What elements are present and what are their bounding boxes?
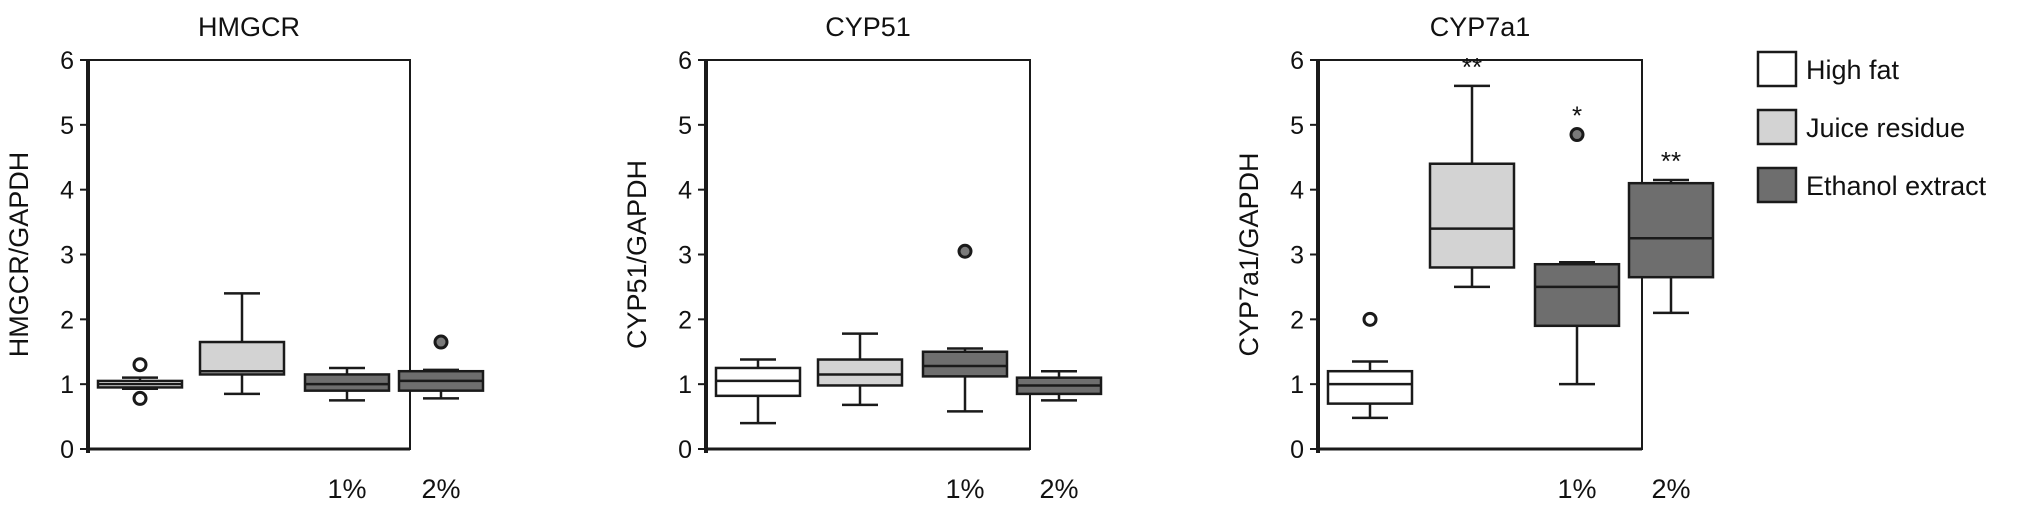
y-tick-label: 1 [60, 371, 74, 399]
y-tick-label: 2 [678, 306, 692, 334]
y-tick-label: 2 [1290, 306, 1304, 334]
legend: High fat Juice residue Ethanol extract [1756, 50, 1987, 204]
box-iqr [198, 340, 286, 376]
chart-title: HMGCR [198, 12, 300, 42]
box-iqr [1326, 369, 1414, 405]
y-tick-label: 1 [1290, 371, 1304, 399]
x-tick-label: 1% [327, 474, 366, 504]
box-ethanol-extract: 2% [1015, 369, 1103, 504]
box-ethanol-extract: ** 2% [1627, 146, 1715, 504]
box-juice-residue [816, 332, 904, 407]
y-tick-label: 3 [60, 242, 74, 270]
outlier-point [132, 390, 148, 406]
chart-panel-hmgcr: HMGCR HMGCR/GAPDH 0 1 2 3 4 5 6 1% 2% [4, 12, 485, 504]
box-high-fat [96, 357, 184, 406]
y-tick-label: 6 [678, 47, 692, 75]
legend-swatch-ethanol-extract [1756, 166, 1798, 204]
outlier-point [957, 243, 973, 259]
outlier-point [1362, 311, 1378, 327]
box-iqr [303, 373, 391, 392]
y-tick-label: 5 [678, 112, 692, 140]
outlier-point [433, 334, 449, 350]
chart-title: CYP51 [825, 12, 911, 42]
significance-marker: ** [1661, 146, 1681, 176]
legend-label: Juice residue [1806, 113, 1965, 143]
box-juice-residue [198, 292, 286, 396]
legend-label: High fat [1806, 55, 1900, 85]
significance-marker: ** [1462, 52, 1482, 82]
outlier-point [132, 357, 148, 373]
y-tick-label: 0 [60, 436, 74, 464]
chart-panel-cyp51: CYP51 CYP51/GAPDH 0 1 2 3 4 5 6 1% 2% [622, 12, 1103, 504]
y-tick-label: 0 [678, 436, 692, 464]
box-iqr [921, 350, 1009, 378]
y-axis-label: HMGCR/GAPDH [4, 152, 34, 358]
y-tick-label: 6 [1290, 47, 1304, 75]
box-high-fat [1326, 311, 1414, 420]
x-tick-label: 2% [421, 474, 460, 504]
box-ethanol-extract: 1% [303, 366, 391, 504]
box-iqr [1627, 181, 1715, 279]
box-iqr [816, 358, 904, 387]
box-high-fat [714, 358, 802, 425]
y-tick-label: 5 [1290, 112, 1304, 140]
outlier-point [1569, 127, 1585, 143]
y-axis-label: CYP7a1/GAPDH [1234, 152, 1264, 356]
y-tick-label: 5 [60, 112, 74, 140]
box-juice-residue: ** [1428, 52, 1516, 289]
chart-title: CYP7a1 [1430, 12, 1531, 42]
x-tick-label: 1% [1557, 474, 1596, 504]
legend-label: Ethanol extract [1806, 171, 1987, 201]
legend-swatch-high-fat [1756, 50, 1798, 88]
y-axis-label: CYP51/GAPDH [622, 160, 652, 349]
x-tick-label: 2% [1651, 474, 1690, 504]
box-ethanol-extract: 2% [397, 334, 485, 504]
y-tick-label: 3 [678, 242, 692, 270]
x-tick-label: 2% [1039, 474, 1078, 504]
y-tick-label: 4 [60, 177, 74, 205]
legend-swatch-juice-residue [1756, 108, 1798, 146]
significance-marker: * [1572, 101, 1582, 131]
y-tick-label: 2 [60, 306, 74, 334]
y-tick-label: 3 [1290, 242, 1304, 270]
y-tick-label: 4 [678, 177, 692, 205]
box-iqr [1428, 162, 1516, 269]
box-ethanol-extract: * 1% [1533, 101, 1621, 504]
y-tick-label: 1 [678, 371, 692, 399]
y-tick-label: 6 [60, 47, 74, 75]
x-tick-label: 1% [945, 474, 984, 504]
y-tick-label: 0 [1290, 436, 1304, 464]
y-tick-label: 4 [1290, 177, 1304, 205]
box-ethanol-extract: 1% [921, 243, 1009, 504]
box-iqr [1533, 262, 1621, 328]
